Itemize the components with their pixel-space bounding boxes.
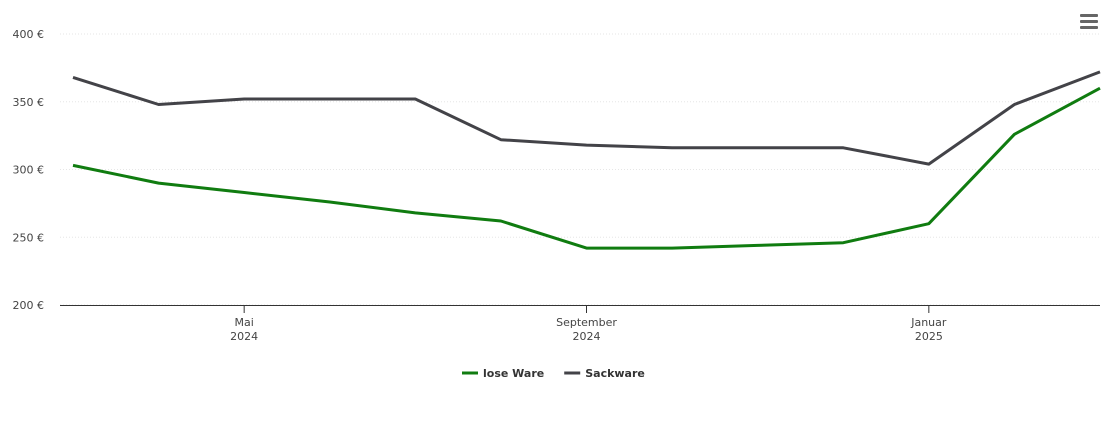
y-tick-label: 350 € [13,96,45,109]
y-tick-label: 400 € [13,28,45,41]
menu-bar [1080,26,1098,29]
legend: lose Ware Sackware [462,367,645,380]
x-tick-label: 2025 [915,330,943,343]
legend-item[interactable]: Sackware [564,367,645,380]
x-tick-label: 2024 [230,330,258,343]
x-tick-label: September [556,316,617,329]
menu-bar [1080,20,1098,23]
legend-label: lose Ware [483,367,544,380]
line-series [72,86,1101,250]
menu-bar [1080,14,1098,17]
y-tick-label: 250 € [13,231,45,244]
legend-item[interactable]: lose Ware [462,367,544,380]
x-tick-label: Mai [235,316,254,329]
y-tick-label: 200 € [13,299,45,312]
menu-icon[interactable] [1080,14,1098,29]
legend-label: Sackware [585,367,645,380]
y-tick-label: 300 € [13,164,45,177]
x-tick-label: 2024 [573,330,601,343]
x-tick-label: Januar [910,316,947,329]
line-series [72,70,1101,166]
